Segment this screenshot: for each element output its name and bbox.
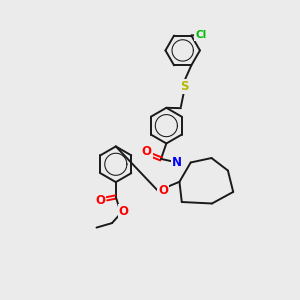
Text: O: O xyxy=(95,194,105,207)
Text: O: O xyxy=(118,205,128,218)
Text: O: O xyxy=(142,145,152,158)
Text: O: O xyxy=(158,184,168,196)
Text: Cl: Cl xyxy=(195,30,206,40)
Text: S: S xyxy=(180,80,188,93)
Text: N: N xyxy=(172,156,182,169)
